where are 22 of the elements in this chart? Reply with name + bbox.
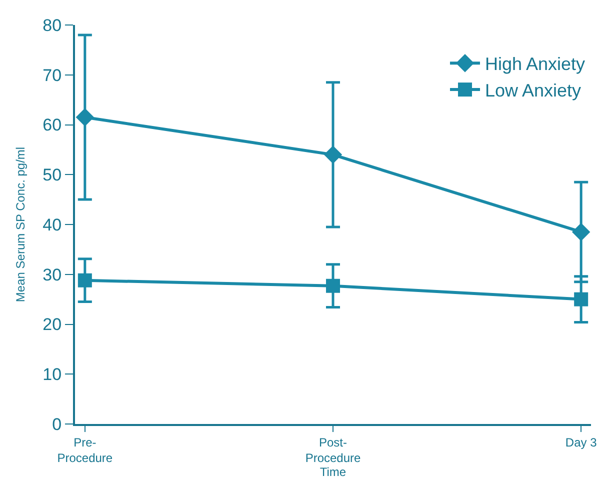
- y-tick-label: 10: [42, 365, 62, 384]
- point: [574, 292, 588, 306]
- x-axis-title: Time: [320, 465, 346, 479]
- legend-label: High Anxiety: [485, 54, 586, 74]
- y-tick-label: 60: [42, 116, 62, 135]
- x-tick-label: Post- Procedure: [305, 435, 362, 465]
- y-tick-label: 40: [42, 215, 62, 234]
- y-tick-label: 30: [42, 265, 62, 284]
- x-tick-label: Day 3: [565, 435, 598, 450]
- point: [326, 278, 340, 293]
- y-tick-label: 70: [42, 66, 62, 85]
- legend-label: Low Anxiety: [485, 80, 582, 101]
- y-tick-label: 80: [42, 16, 62, 35]
- x-tick-label: Pre- Procedure: [57, 435, 113, 465]
- y-axis-title: Mean Serum SP Conc. pg/ml: [13, 146, 28, 302]
- y-tick-label: 0: [52, 414, 62, 434]
- y-tick-label: 50: [42, 166, 62, 185]
- point: [324, 146, 342, 164]
- point: [572, 222, 590, 242]
- point: [78, 273, 92, 288]
- point: [76, 108, 94, 126]
- y-tick-label: 20: [42, 315, 62, 334]
